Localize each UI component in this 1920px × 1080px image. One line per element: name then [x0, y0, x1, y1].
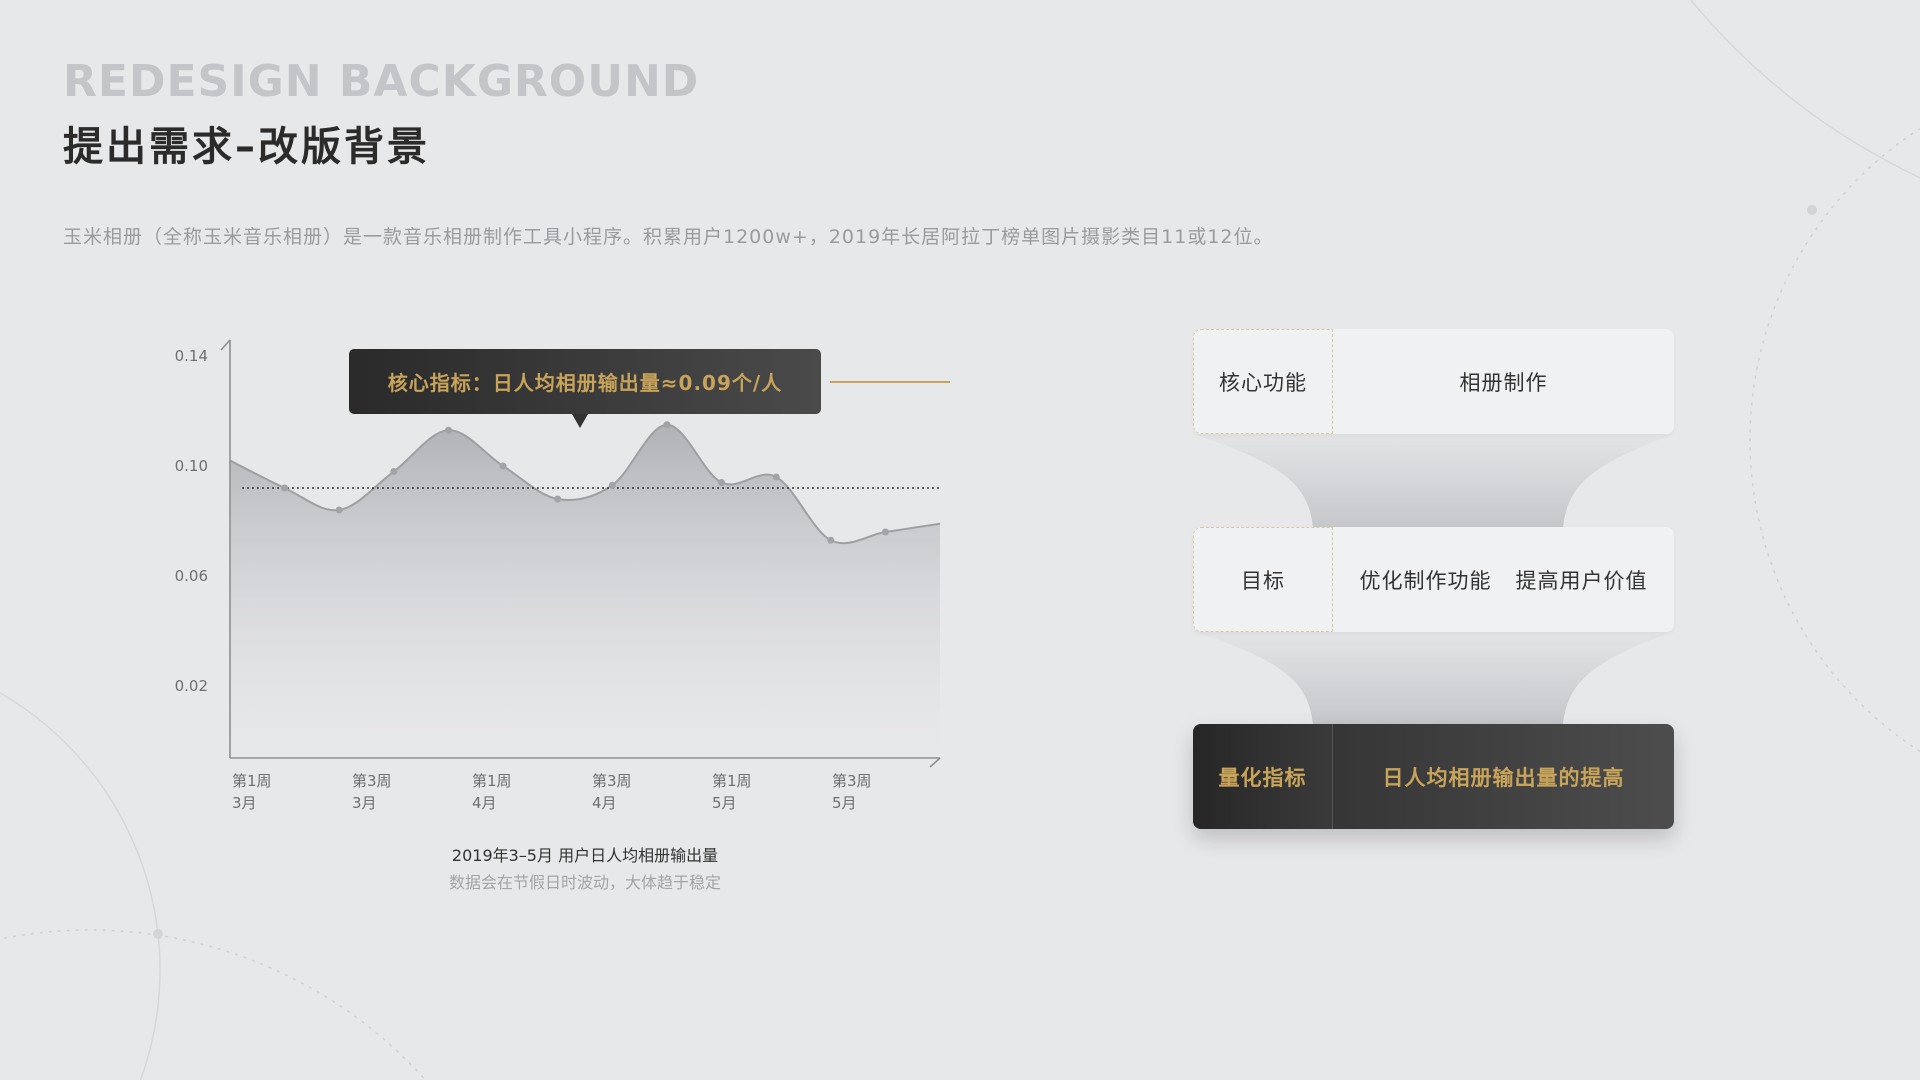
- data-point: [281, 484, 289, 492]
- x-tick-label: 第3周: [352, 772, 392, 790]
- card-quantified-metric: 量化指标 日人均相册输出量的提高: [1193, 724, 1674, 829]
- card-value: 优化制作功能 提高用户价值: [1333, 527, 1674, 632]
- card-label: 量化指标: [1193, 724, 1333, 829]
- y-axis-ticks: 0.14 0.10 0.06 0.02: [175, 347, 208, 695]
- x-tick-label: 第3周: [592, 772, 632, 790]
- y-tick-label: 0.06: [175, 567, 208, 585]
- card-goal: 目标 优化制作功能 提高用户价值: [1193, 527, 1674, 632]
- area-chart: 0.140.100.060.02 第1周3月第3周3月第1周4月第3周4月第1周…: [175, 339, 950, 892]
- card-label: 核心功能: [1193, 329, 1333, 434]
- data-point: [827, 536, 835, 544]
- x-axis-ticks: 第1周 3月 第3周 3月 第1周 4月 第3周 4月 第1周 5月 第3周 5月: [232, 772, 872, 812]
- callout-text: 核心指标：日人均相册输出量≈0.09个/人: [388, 371, 782, 395]
- card-value-text: 相册制作: [1459, 370, 1548, 395]
- intro-text: 玉米相册（全称玉米音乐相册）是一款音乐相册制作工具小程序。积累用户1200w+，…: [63, 226, 1274, 248]
- series-line: [229, 423, 941, 545]
- data-point: [335, 506, 343, 514]
- data-point: [390, 468, 398, 475]
- funnel-connector: [1193, 434, 1674, 527]
- x-tick-label: 第1周: [472, 772, 512, 790]
- card-value-text: 优化制作功能: [1359, 568, 1492, 593]
- title-english: REDESIGN BACKGROUND: [63, 56, 700, 107]
- card-value-text: 提高用户价值: [1515, 568, 1648, 593]
- x-tick-label: 第1周: [232, 772, 272, 790]
- y-tick-label: 0.02: [175, 677, 208, 695]
- data-point: [663, 421, 671, 429]
- page-title: 提出需求–改版背景: [63, 124, 430, 170]
- callout: 核心指标：日人均相册输出量≈0.09个/人: [349, 349, 821, 428]
- data-point: [772, 473, 780, 481]
- data-points: [281, 421, 889, 544]
- card-core-function: 核心功能 相册制作: [1193, 329, 1674, 434]
- x-tick-label: 4月: [592, 794, 617, 812]
- x-tick-label: 5月: [712, 794, 737, 812]
- chart-caption: 2019年3–5月 用户日人均相册输出量: [452, 846, 718, 865]
- x-tick-label: 5月: [832, 794, 857, 812]
- x-tick-label: 3月: [352, 794, 377, 812]
- y-axis-arrow: [220, 339, 231, 351]
- funnel-connector: [1193, 631, 1674, 724]
- x-tick-label: 第1周: [712, 772, 752, 790]
- data-point: [499, 462, 507, 470]
- x-tick-label: 第3周: [832, 772, 872, 790]
- data-point: [881, 528, 889, 536]
- card-value: 日人均相册输出量的提高: [1333, 724, 1674, 829]
- card-value-text: 日人均相册输出量的提高: [1382, 765, 1625, 790]
- y-tick-label: 0.10: [175, 457, 208, 475]
- x-tick-label: 3月: [232, 794, 257, 812]
- card-value: 相册制作: [1333, 329, 1674, 434]
- data-point: [718, 479, 726, 486]
- y-tick-label: 0.14: [175, 347, 208, 365]
- data-point: [444, 426, 452, 434]
- area-fill: [230, 424, 940, 758]
- x-axis-arrow: [929, 757, 941, 768]
- data-point: [554, 495, 562, 503]
- data-point: [608, 481, 616, 489]
- x-tick-label: 4月: [472, 794, 497, 812]
- card-label: 目标: [1193, 527, 1333, 632]
- chart-subcaption: 数据会在节假日时波动，大体趋于稳定: [449, 873, 721, 892]
